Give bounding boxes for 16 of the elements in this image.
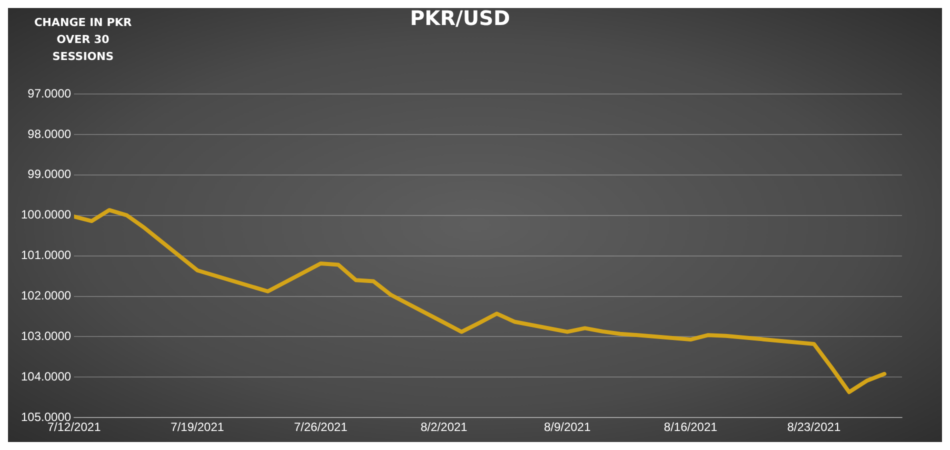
y-tick-label: 103.0000: [20, 329, 72, 344]
y-tick-label: 97.0000: [28, 86, 72, 100]
x-tick-label: 8/2/2021: [420, 420, 468, 434]
y-tick-label: 98.0000: [28, 126, 72, 141]
y-tick-label: 99.0000: [28, 167, 72, 182]
x-tick-label: 8/23/2021: [787, 420, 841, 434]
x-tick-label: 7/19/2021: [170, 420, 224, 434]
x-tick-label: 8/16/2021: [664, 420, 718, 434]
chart-title: PKR/USD: [410, 6, 510, 30]
x-tick-label: 7/26/2021: [294, 420, 348, 434]
x-tick-label: 8/9/2021: [544, 420, 591, 434]
y-tick-label: 100.0000: [20, 208, 72, 222]
y-tick-label: 102.0000: [20, 288, 72, 303]
y-tick-label: 104.0000: [20, 369, 72, 384]
y-axis-title: CHANGE IN PKR OVER 30 SESSIONS: [33, 15, 133, 65]
y-tick-label: 101.0000: [20, 248, 72, 262]
